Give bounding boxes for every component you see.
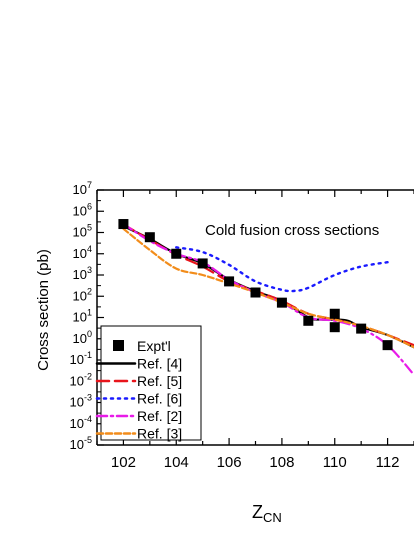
x-axis-label-main: Z	[252, 502, 263, 522]
y-tick-label: 104	[73, 244, 92, 261]
y-tick-label: 106	[73, 201, 92, 218]
experiment-point	[250, 287, 261, 298]
x-tick-label: 102	[111, 454, 136, 471]
x-tick-label: 108	[269, 454, 294, 471]
y-tick-label: 10-1	[70, 350, 92, 367]
y-tick-label: 100	[73, 329, 92, 346]
experiment-point	[197, 258, 208, 269]
legend-label-1: Ref. [5]	[137, 373, 182, 389]
x-axis-label-subscript: CN	[263, 510, 282, 525]
y-tick-label: 107	[73, 180, 92, 197]
y-tick-label: 101	[73, 308, 92, 325]
legend-label-0: Ref. [4]	[137, 356, 182, 372]
y-tick-label: 10-2	[70, 371, 92, 388]
experiment-point	[329, 322, 340, 333]
experiment-point	[144, 232, 155, 243]
series-line-2	[175, 246, 389, 293]
x-tick-label: 106	[217, 454, 242, 471]
experiment-point	[171, 248, 182, 259]
legend: Expt'l Ref. [4]Ref. [5] Ref. [6]Ref. [2] Re…	[95, 325, 202, 442]
experiment-point	[224, 276, 235, 287]
legend-marker-expt	[113, 340, 124, 351]
x-axis-label: ZCN	[252, 502, 282, 525]
x-tick-label: 104	[164, 454, 189, 471]
tick-labels: 102 104 106 108 110 112 10-5 10-4 10-3 10-2 10-1 10…	[70, 180, 400, 471]
experiment-point	[382, 340, 393, 351]
legend-label-4: Ref. [3]	[137, 426, 182, 442]
y-tick-label: 10-3	[70, 393, 92, 410]
legend-label-3: Ref. [2]	[137, 408, 182, 424]
experiment-point	[329, 308, 340, 319]
y-tick-label: 10-5	[70, 435, 92, 452]
y-tick-label: 10-4	[70, 414, 92, 431]
y-axis-label: Cross section (pb)	[35, 249, 52, 371]
experiment-point	[303, 315, 314, 326]
y-tick-label: 105	[73, 223, 92, 240]
legend-label-2: Ref. [6]	[137, 391, 182, 407]
x-tick-label: 110	[323, 454, 347, 471]
y-tick-label: 103	[73, 265, 92, 282]
experiment-points	[118, 219, 393, 351]
chart-annotation: Cold fusion cross sections	[205, 222, 379, 239]
experiment-point	[118, 219, 129, 230]
y-tick-label: 102	[73, 286, 92, 303]
experiment-point	[356, 323, 367, 334]
legend-label-expt: Expt'l	[137, 338, 171, 354]
experiment-point	[276, 297, 287, 308]
x-tick-label: 112	[376, 454, 400, 471]
